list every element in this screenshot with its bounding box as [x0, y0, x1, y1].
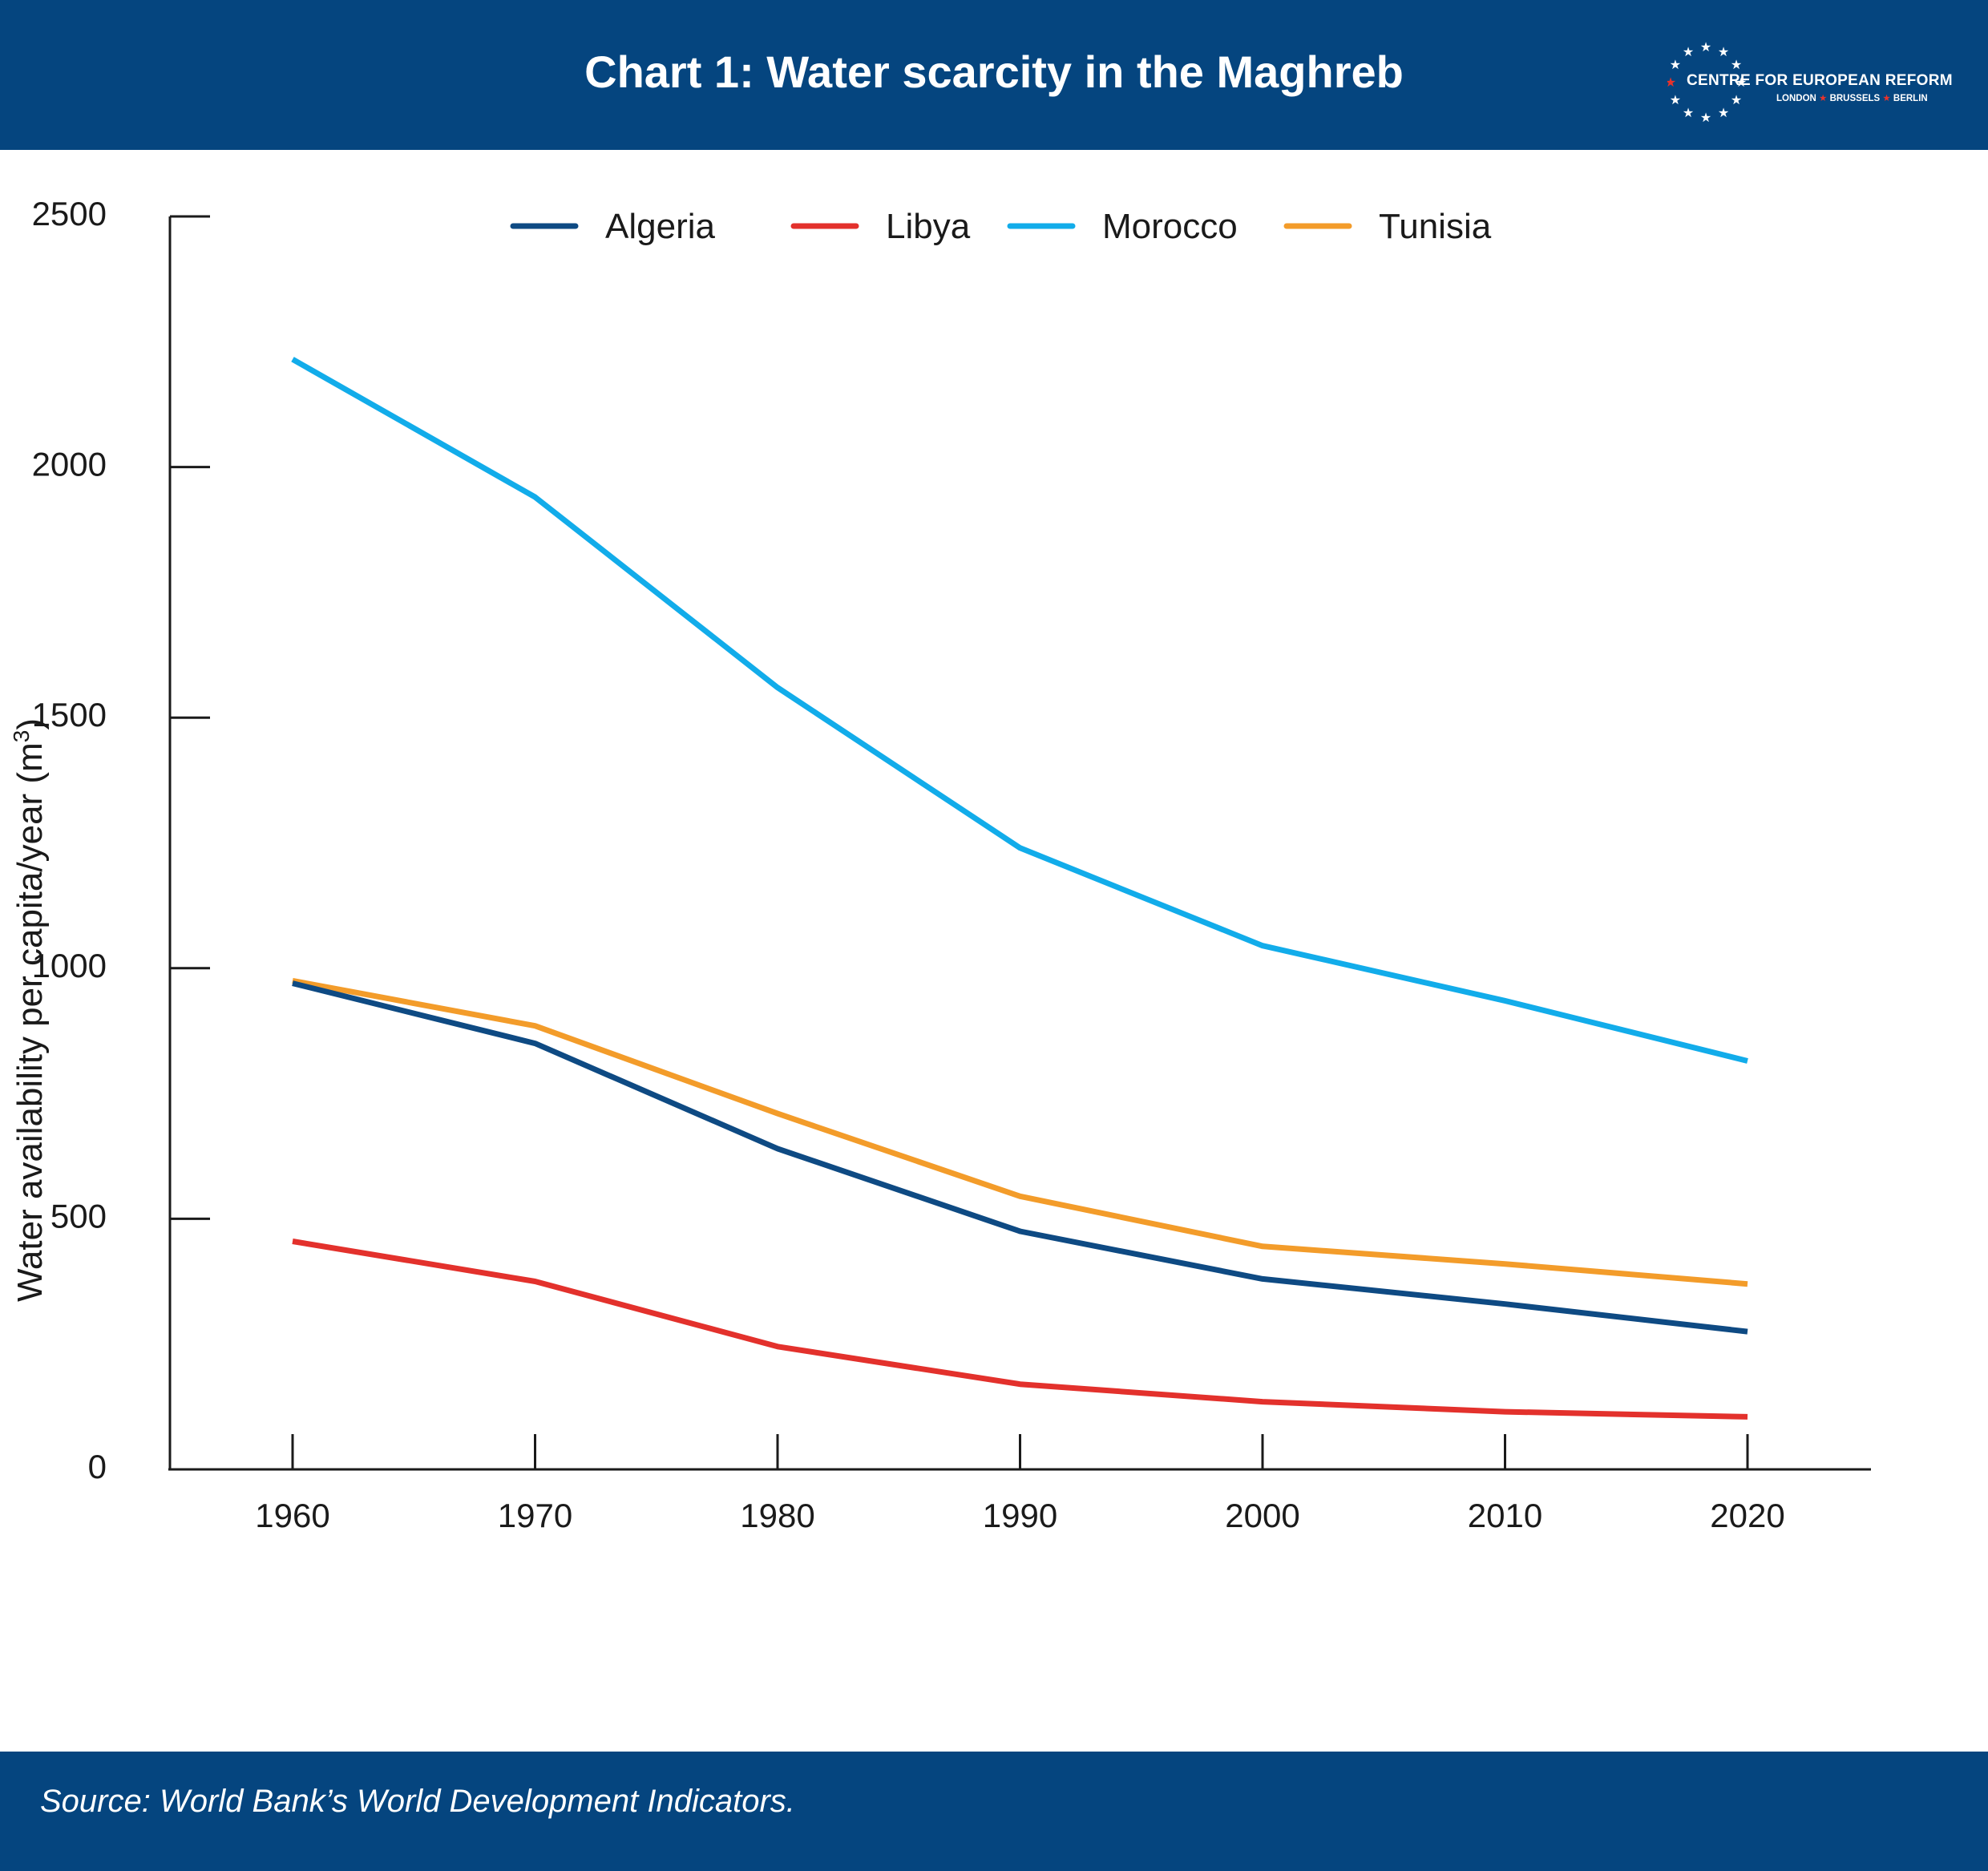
logo-star-icon: ★ [1667, 75, 1676, 90]
cer-logo-stars-icon: ★ ★★★★★★★★★★★ [1667, 42, 1747, 122]
logo-name: CENTRE FOR EUROPEAN REFORM [1687, 72, 1953, 89]
logo-city-berlin: BERLIN [1893, 94, 1928, 103]
logo-star-icon: ★ [1700, 42, 1711, 55]
y-axis-title-end: ) [10, 718, 50, 730]
y-tick-label: 500 [51, 1197, 107, 1235]
logo-star-icon: ★ [1731, 92, 1742, 107]
series-lines [291, 357, 1748, 1420]
y-tick-label: 1000 [32, 947, 107, 984]
x-tick-label: 2020 [1710, 1497, 1784, 1534]
legend-label-algeria: Algeria [605, 207, 715, 246]
y-tick-label: 2000 [32, 446, 107, 483]
logo-star-icon: ★ [1700, 110, 1711, 122]
logo-star-icon: ★ [1718, 44, 1729, 59]
series-line-tunisia [292, 977, 1748, 1287]
legend-label-tunisia: Tunisia [1379, 207, 1492, 246]
chart-axes [168, 215, 1871, 1471]
x-tick-label: 2000 [1225, 1497, 1299, 1534]
x-tick-label: 1990 [983, 1497, 1057, 1534]
logo-city-london: LONDON [1776, 94, 1816, 103]
y-tick-label: 1500 [32, 696, 107, 733]
series-line-morocco [291, 357, 1748, 1064]
logo-star-icon: ★ [1731, 57, 1742, 72]
logo-city-brussels: BRUSSELS [1829, 94, 1881, 103]
footer-bar: Source: World Bank’s World Development I… [0, 1752, 1988, 1871]
y-tick-label: 0 [88, 1448, 107, 1485]
logo-star-icon: ★ [1718, 105, 1729, 120]
source-note: Source: World Bank’s World Development I… [40, 1784, 795, 1819]
series-line-libya [292, 1239, 1748, 1420]
header-bar: Chart 1: Water scarcity in the Maghreb ★… [0, 0, 1988, 150]
logo-star-icon: ★ [1670, 57, 1681, 72]
x-tick-label: 1960 [255, 1497, 329, 1534]
logo-star-icon: ★ [1683, 105, 1694, 120]
line-chart: Algeria Libya Morocco Tunisia Water availab… [9, 195, 1871, 1534]
legend-label-morocco: Morocco [1102, 207, 1238, 246]
logo-separator-star-icon: ★ [1882, 94, 1891, 103]
chart-title: Chart 1: Water scarcity in the Maghreb [584, 46, 1404, 97]
y-axis-title: Water availability per capita/year (m3) [9, 718, 50, 1302]
x-tick-label: 2010 [1468, 1497, 1542, 1534]
logo-star-icon: ★ [1683, 44, 1694, 59]
x-tick-label: 1980 [740, 1497, 814, 1534]
x-tick-label: 1970 [498, 1497, 572, 1534]
logo-separator-star-icon: ★ [1819, 94, 1828, 103]
logo-cities: LONDON ★ BRUSSELS ★ BERLIN [1776, 92, 1928, 103]
series-line-algeria [292, 980, 1748, 1335]
y-tick-label: 2500 [32, 195, 107, 232]
y-axis-title-main: Water availability per capita/year (m [10, 742, 50, 1302]
tick-labels: 0 500 1000 1500 2000 2500 1960 1970 1980 1990 2000… [32, 195, 1785, 1534]
chart-legend: Algeria Libya Morocco Tunisia [510, 207, 1492, 246]
logo-star-icon: ★ [1670, 92, 1681, 107]
y-axis-title-superscript: 3 [9, 730, 34, 743]
legend-label-libya: Libya [886, 207, 971, 246]
logo-star-icon: ★ [1735, 75, 1747, 90]
